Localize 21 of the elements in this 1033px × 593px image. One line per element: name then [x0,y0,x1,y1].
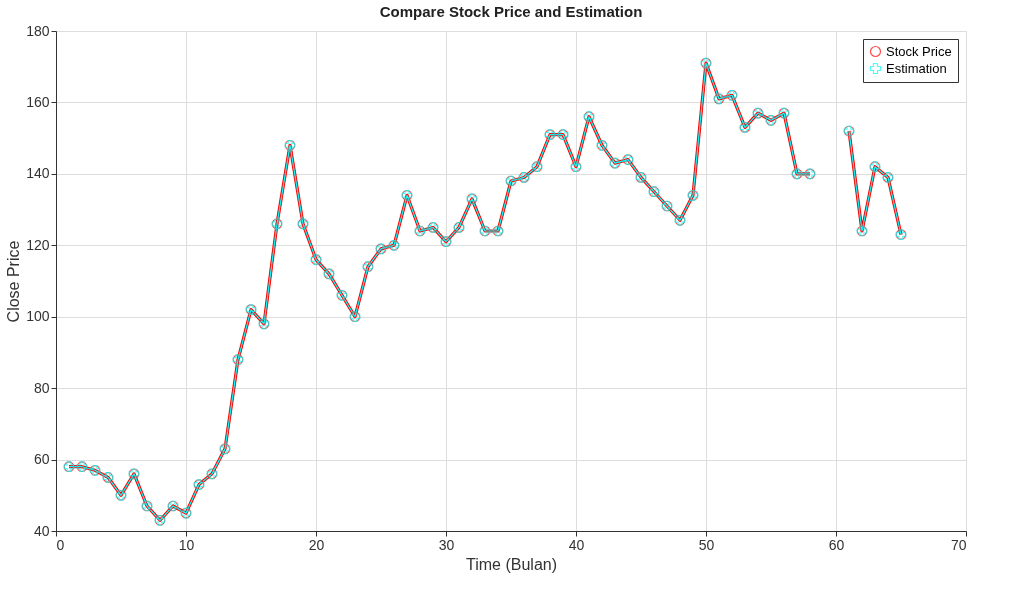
y-tick-label: 60 [33,451,50,468]
x-tick-label: 30 [438,536,455,553]
x-tick-label: 10 [178,536,195,553]
chart-title: Compare Stock Price and Estimation [379,3,643,20]
x-tick-label: 40 [568,536,585,553]
y-tick-label: 120 [26,236,50,253]
legend-label: Stock Price [886,43,952,59]
y-tick-label: 140 [26,165,50,182]
y-tick-label: 80 [33,379,50,396]
x-tick-label: 70 [950,536,967,553]
x-tick-label: 0 [56,536,65,553]
y-tick-label: 100 [26,308,50,325]
legend-label: Estimation [886,60,947,76]
y-tick-label: 180 [26,22,50,39]
x-tick-label: 60 [828,536,845,553]
x-axis-title: Time (Bulan) [466,555,557,573]
x-tick-label: 20 [308,536,325,553]
y-axis-title: Close Price [5,240,23,323]
y-tick-label: 40 [33,522,50,539]
y-tick-label: 160 [26,93,50,110]
x-tick-label: 50 [698,536,715,553]
